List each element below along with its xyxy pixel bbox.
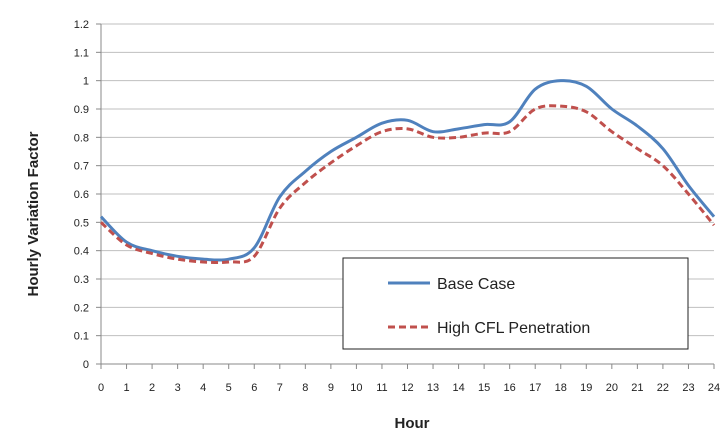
legend-box xyxy=(342,257,689,350)
x-tick-label: 6 xyxy=(251,382,257,394)
x-tick-label: 21 xyxy=(631,382,643,394)
x-tick-label: 13 xyxy=(427,382,439,394)
x-tick-label: 18 xyxy=(555,382,567,394)
x-tick-label: 22 xyxy=(657,382,669,394)
y-tick-label: 0 xyxy=(83,359,89,371)
y-tick-label: 0.8 xyxy=(74,132,89,144)
x-tick-label: 12 xyxy=(401,382,413,394)
series-line-base-case xyxy=(99,79,716,262)
x-tick-label: 23 xyxy=(682,382,694,394)
axes xyxy=(100,24,714,365)
x-tick-label: 17 xyxy=(529,382,541,394)
x-tick-label: 4 xyxy=(200,382,206,394)
series-line-high-cfl-penetration xyxy=(99,104,716,265)
x-tick-label: 11 xyxy=(376,382,387,394)
y-tick-label: 0.2 xyxy=(74,302,89,314)
x-tick-label: 0 xyxy=(98,382,104,394)
y-tick-label: 1.2 xyxy=(74,19,89,31)
x-tick-label: 14 xyxy=(452,382,464,394)
y-axis-title: Hourly Variation Factor xyxy=(25,131,42,296)
x-tick-label: 1 xyxy=(123,382,129,394)
y-tick-label: 0.6 xyxy=(74,189,89,201)
x-tick-label: 15 xyxy=(478,382,490,394)
y-tick-label: 0.3 xyxy=(74,274,89,286)
x-tick-label: 16 xyxy=(504,382,516,394)
x-tick-label: 7 xyxy=(277,382,283,394)
y-tick-label: 0.9 xyxy=(74,104,89,116)
y-tick-label: 0.7 xyxy=(74,161,89,173)
x-tick-label: 2 xyxy=(149,382,155,394)
x-tick-label: 3 xyxy=(175,382,181,394)
y-tick-label: 0.1 xyxy=(74,331,89,343)
legend-label-base-case: Base Case xyxy=(437,276,515,293)
y-tick-label: 0.5 xyxy=(74,217,89,229)
y-axis-ticks: 0 0.1 0.2 0.3 0.4 0.5 0.6 0.7 0.8 0.9 1 1.1 1.2 xyxy=(74,19,101,371)
x-tick-label: 9 xyxy=(328,382,334,394)
x-tick-label: 8 xyxy=(302,382,308,394)
legend-label-high-cfl: High CFL Penetration xyxy=(437,320,590,337)
series-lines xyxy=(99,79,716,265)
x-tick-label: 10 xyxy=(350,382,362,394)
y-tick-label: 1 xyxy=(83,76,89,88)
x-axis-title: Hour xyxy=(395,415,430,432)
y-tick-label: 1.1 xyxy=(74,47,89,59)
x-axis-ticks: 0 1 2 3 4 5 6 7 8 9 10 11 12 13 14 15 16 17 18 19 20 21 22 23 24 xyxy=(98,364,720,394)
x-tick-label: 5 xyxy=(226,382,232,394)
y-tick-label: 0.4 xyxy=(74,246,89,258)
x-tick-label: 19 xyxy=(580,382,592,394)
x-tick-label: 20 xyxy=(606,382,618,394)
legend: Base Case High CFL Penetration xyxy=(342,257,689,350)
x-tick-label: 24 xyxy=(708,382,720,394)
